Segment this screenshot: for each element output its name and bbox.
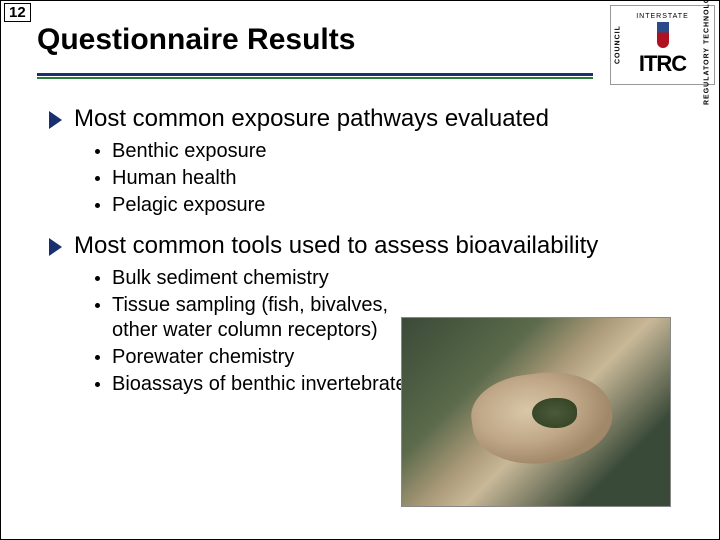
bullet-main-text: Most common tools used to assess bioavai… (74, 232, 598, 260)
sub-bullet: Bulk sediment chemistry (95, 266, 699, 291)
sub-bullet-text: Human health (112, 166, 237, 191)
title-rule (37, 73, 593, 79)
sub-bullet-text: Bulk sediment chemistry (112, 266, 329, 291)
sub-bullet-text: Tissue sampling (fish, bivalves, other w… (112, 293, 422, 343)
shield-icon (657, 22, 669, 48)
bullet-main: Most common tools used to assess bioavai… (49, 232, 699, 260)
dot-icon (95, 176, 100, 181)
logo-right-text: REGULATORY TECHNOLOGY (700, 6, 714, 84)
dot-icon (95, 355, 100, 360)
arrow-icon (49, 238, 62, 256)
sub-bullet: Pelagic exposure (95, 193, 699, 218)
dot-icon (95, 382, 100, 387)
sub-bullet-text: Benthic exposure (112, 139, 267, 164)
logo-center: INTERSTATE ITRC (625, 6, 700, 84)
dot-icon (95, 149, 100, 154)
logo-left-text: COUNCIL (611, 6, 625, 84)
bullet-main: Most common exposure pathways evaluated (49, 105, 699, 133)
sub-bullet: Benthic exposure (95, 139, 699, 164)
sub-bullet-text: Porewater chemistry (112, 345, 294, 370)
frog-photo (401, 317, 671, 507)
bullet-main-text: Most common exposure pathways evaluated (74, 105, 549, 133)
sub-list: Benthic exposure Human health Pelagic ex… (95, 139, 699, 218)
sub-bullet: Human health (95, 166, 699, 191)
itrc-logo: COUNCIL INTERSTATE ITRC REGULATORY TECHN… (610, 5, 715, 85)
sub-bullet-text: Pelagic exposure (112, 193, 265, 218)
dot-icon (95, 276, 100, 281)
arrow-icon (49, 111, 62, 129)
dot-icon (95, 203, 100, 208)
slide-number: 12 (4, 3, 31, 22)
slide-title: Questionnaire Results (37, 23, 355, 57)
sub-bullet-text: Bioassays of benthic invertebrates (112, 372, 417, 397)
logo-top-text: INTERSTATE (636, 13, 689, 20)
dot-icon (95, 303, 100, 308)
logo-main-text: ITRC (639, 51, 686, 77)
